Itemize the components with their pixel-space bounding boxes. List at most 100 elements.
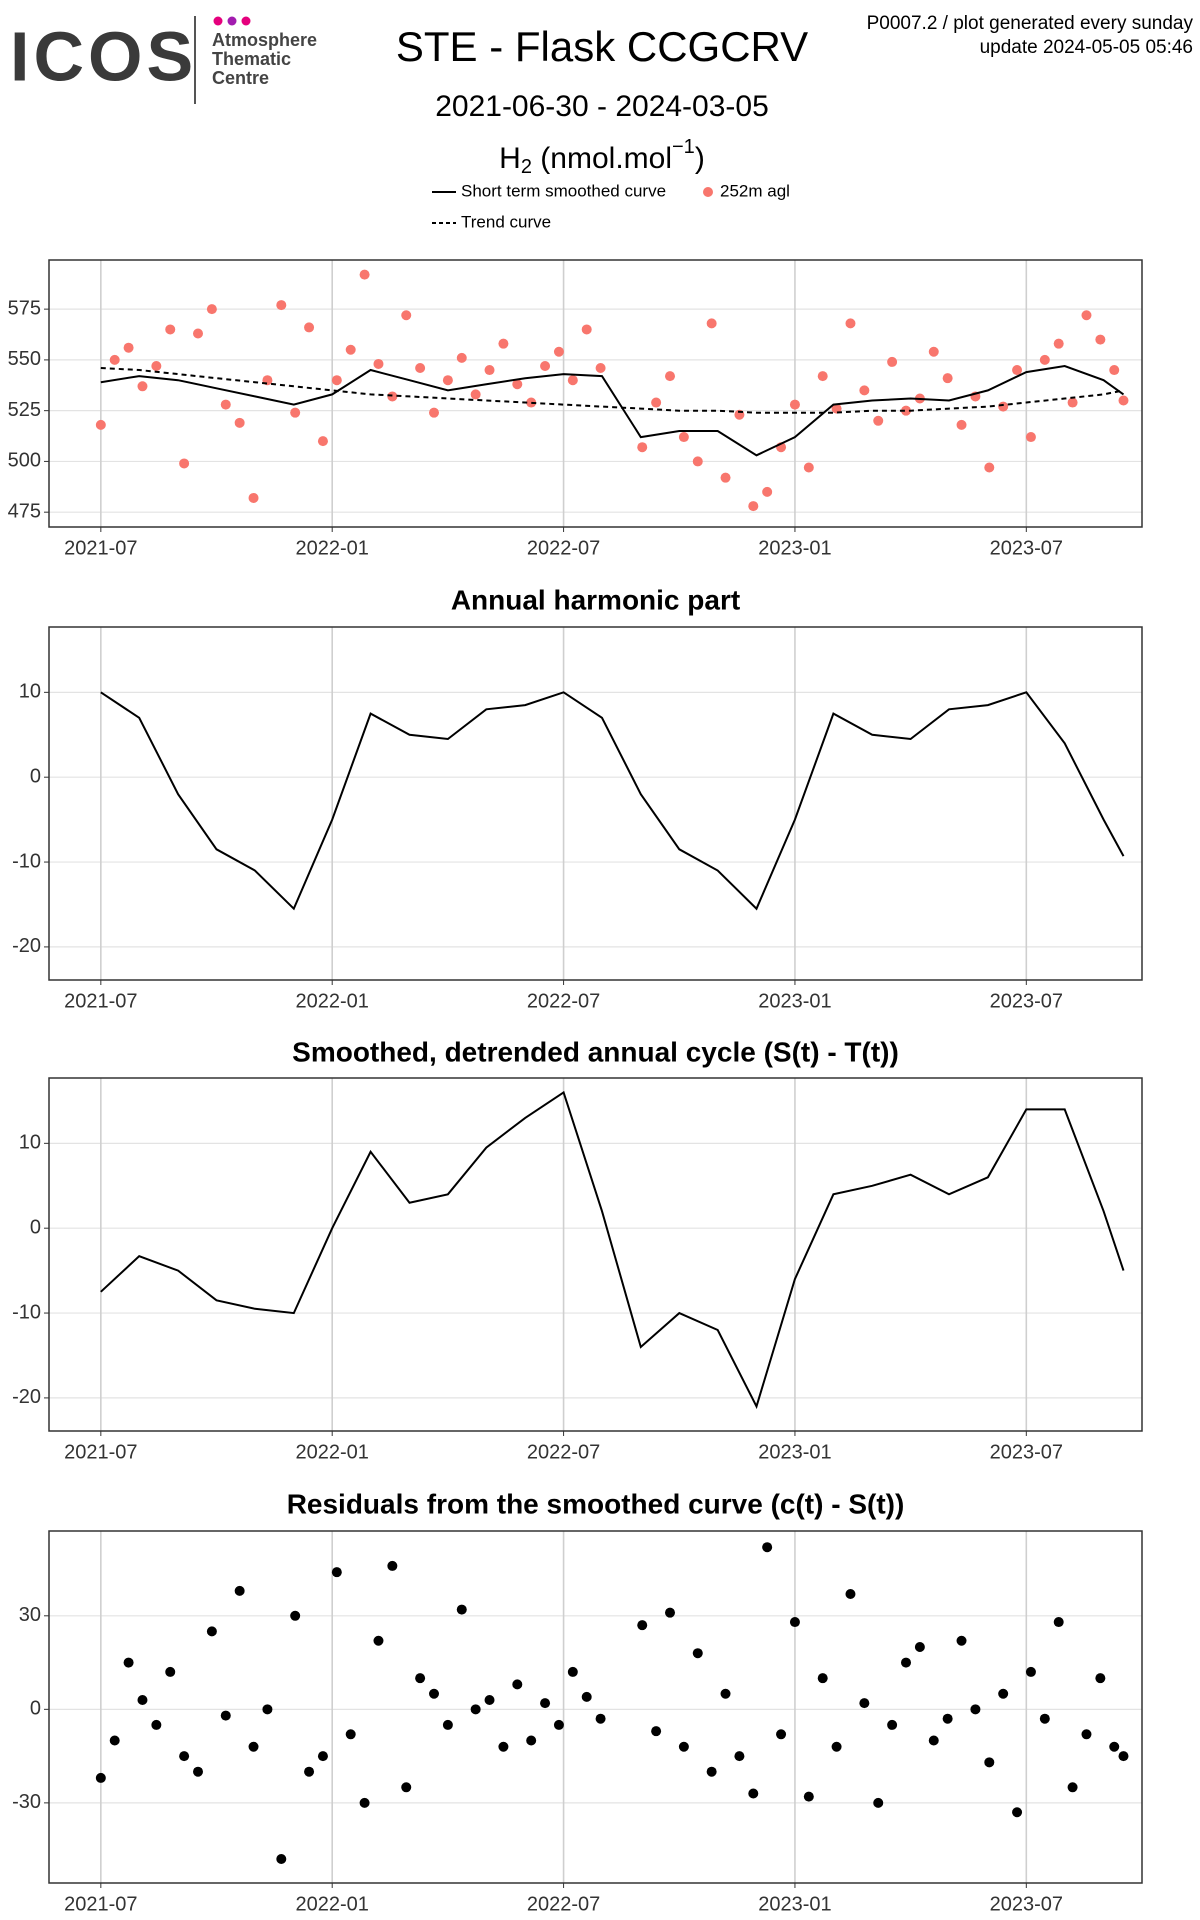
y-tick-label: 550 xyxy=(8,348,41,370)
y-tick-label: 575 xyxy=(8,297,41,319)
data-point xyxy=(789,399,800,410)
data-point xyxy=(95,1772,106,1783)
data-point xyxy=(887,1719,898,1730)
data-point xyxy=(845,1588,856,1599)
y-label-part: H xyxy=(499,142,521,175)
data-point xyxy=(137,381,148,392)
plot-border xyxy=(48,259,1143,528)
data-point xyxy=(1118,1751,1129,1762)
y-tick-label: -20 xyxy=(12,1386,41,1408)
data-point xyxy=(331,375,342,386)
data-point xyxy=(373,1635,384,1646)
data-point xyxy=(276,1853,287,1864)
data-point xyxy=(692,1648,703,1659)
panel: Residuals from the smoothed curve (c(t) … xyxy=(12,1488,1143,1915)
data-point xyxy=(151,1719,162,1730)
y-tick-label: -10 xyxy=(12,850,41,872)
legend-label: Short term smoothed curve xyxy=(461,181,666,200)
logo-text: Atmosphere xyxy=(212,30,317,50)
data-point xyxy=(776,1729,787,1740)
data-point xyxy=(1118,395,1129,406)
data-point xyxy=(512,1679,523,1690)
y-tick-label: 0 xyxy=(30,765,41,787)
data-point xyxy=(998,401,1009,412)
y-tick-label: 475 xyxy=(8,500,41,522)
data-point xyxy=(942,1713,953,1724)
data-point xyxy=(734,1751,745,1762)
data-point xyxy=(748,1788,759,1799)
data-point xyxy=(956,419,967,430)
data-point xyxy=(109,1735,120,1746)
data-point xyxy=(165,1666,176,1677)
data-point xyxy=(345,344,356,355)
x-tick-label: 2022-01 xyxy=(295,537,368,559)
x-tick-label: 2022-07 xyxy=(527,1441,600,1463)
data-point xyxy=(1025,432,1036,443)
y-tick-label: -30 xyxy=(12,1791,41,1813)
x-tick-label: 2021-07 xyxy=(64,537,137,559)
data-point xyxy=(1067,397,1078,408)
y-tick-label: 30 xyxy=(19,1604,41,1626)
data-point xyxy=(206,1626,217,1637)
x-tick-label: 2023-01 xyxy=(758,1441,831,1463)
data-point xyxy=(470,389,481,400)
data-point xyxy=(817,371,828,382)
data-point xyxy=(1012,1807,1023,1818)
data-point xyxy=(595,1713,606,1724)
data-point xyxy=(193,1766,204,1777)
data-point xyxy=(401,310,412,321)
info-text: P0007.2 / plot generated every sunday xyxy=(867,13,1194,34)
panel-title: Annual harmonic part xyxy=(451,584,740,615)
data-point xyxy=(970,1704,981,1715)
data-point xyxy=(831,1741,842,1752)
data-point xyxy=(984,462,995,473)
x-tick-label: 2022-07 xyxy=(527,537,600,559)
plot-border xyxy=(48,626,1143,981)
data-point xyxy=(109,354,120,365)
data-point xyxy=(595,363,606,374)
y-label-part: (nmol.mol xyxy=(532,142,672,175)
y-label-sub: 2 xyxy=(521,156,532,178)
data-point xyxy=(859,1698,870,1709)
x-tick-label: 2022-01 xyxy=(295,1441,368,1463)
data-point xyxy=(873,1797,884,1808)
data-point xyxy=(317,436,328,447)
plot-background xyxy=(49,627,1142,980)
plot-background xyxy=(49,1531,1142,1883)
x-tick-label: 2023-07 xyxy=(990,1893,1063,1915)
data-point xyxy=(317,1751,328,1762)
data-line xyxy=(100,691,1125,911)
data-point xyxy=(887,356,898,367)
data-point xyxy=(665,371,676,382)
data-point xyxy=(914,1641,925,1652)
data-point xyxy=(415,363,426,374)
data-point xyxy=(1095,334,1106,345)
data-point xyxy=(442,375,453,386)
x-tick-label: 2022-07 xyxy=(527,1893,600,1915)
plot-background xyxy=(49,1078,1142,1431)
data-point xyxy=(345,1729,356,1740)
panel: 475 500 525 550 575 2021-07 2022-01 2022-07 2023… xyxy=(8,259,1143,559)
panel-title: Smoothed, detrended annual cycle (S(t) -… xyxy=(292,1036,899,1067)
data-point xyxy=(706,318,717,329)
plot-border xyxy=(48,1530,1143,1884)
data-point xyxy=(179,458,190,469)
plot-background xyxy=(49,260,1142,527)
data-point xyxy=(304,322,315,333)
data-point xyxy=(706,1766,717,1777)
data-point xyxy=(567,1666,578,1677)
logo-dot xyxy=(227,16,237,26)
data-point xyxy=(1081,310,1092,321)
data-point xyxy=(831,403,842,414)
data-point xyxy=(1012,365,1023,376)
x-tick-label: 2022-07 xyxy=(527,990,600,1012)
data-point xyxy=(234,1585,245,1596)
data-point xyxy=(1039,1713,1050,1724)
data-point xyxy=(151,360,162,371)
data-point xyxy=(873,415,884,426)
logo-text: Thematic xyxy=(212,49,291,69)
panel: Annual harmonic part -20 -10 0 10 2021-07 2022… xyxy=(12,584,1143,1012)
data-point xyxy=(692,456,703,467)
data-point xyxy=(165,324,176,335)
data-point xyxy=(928,346,939,357)
